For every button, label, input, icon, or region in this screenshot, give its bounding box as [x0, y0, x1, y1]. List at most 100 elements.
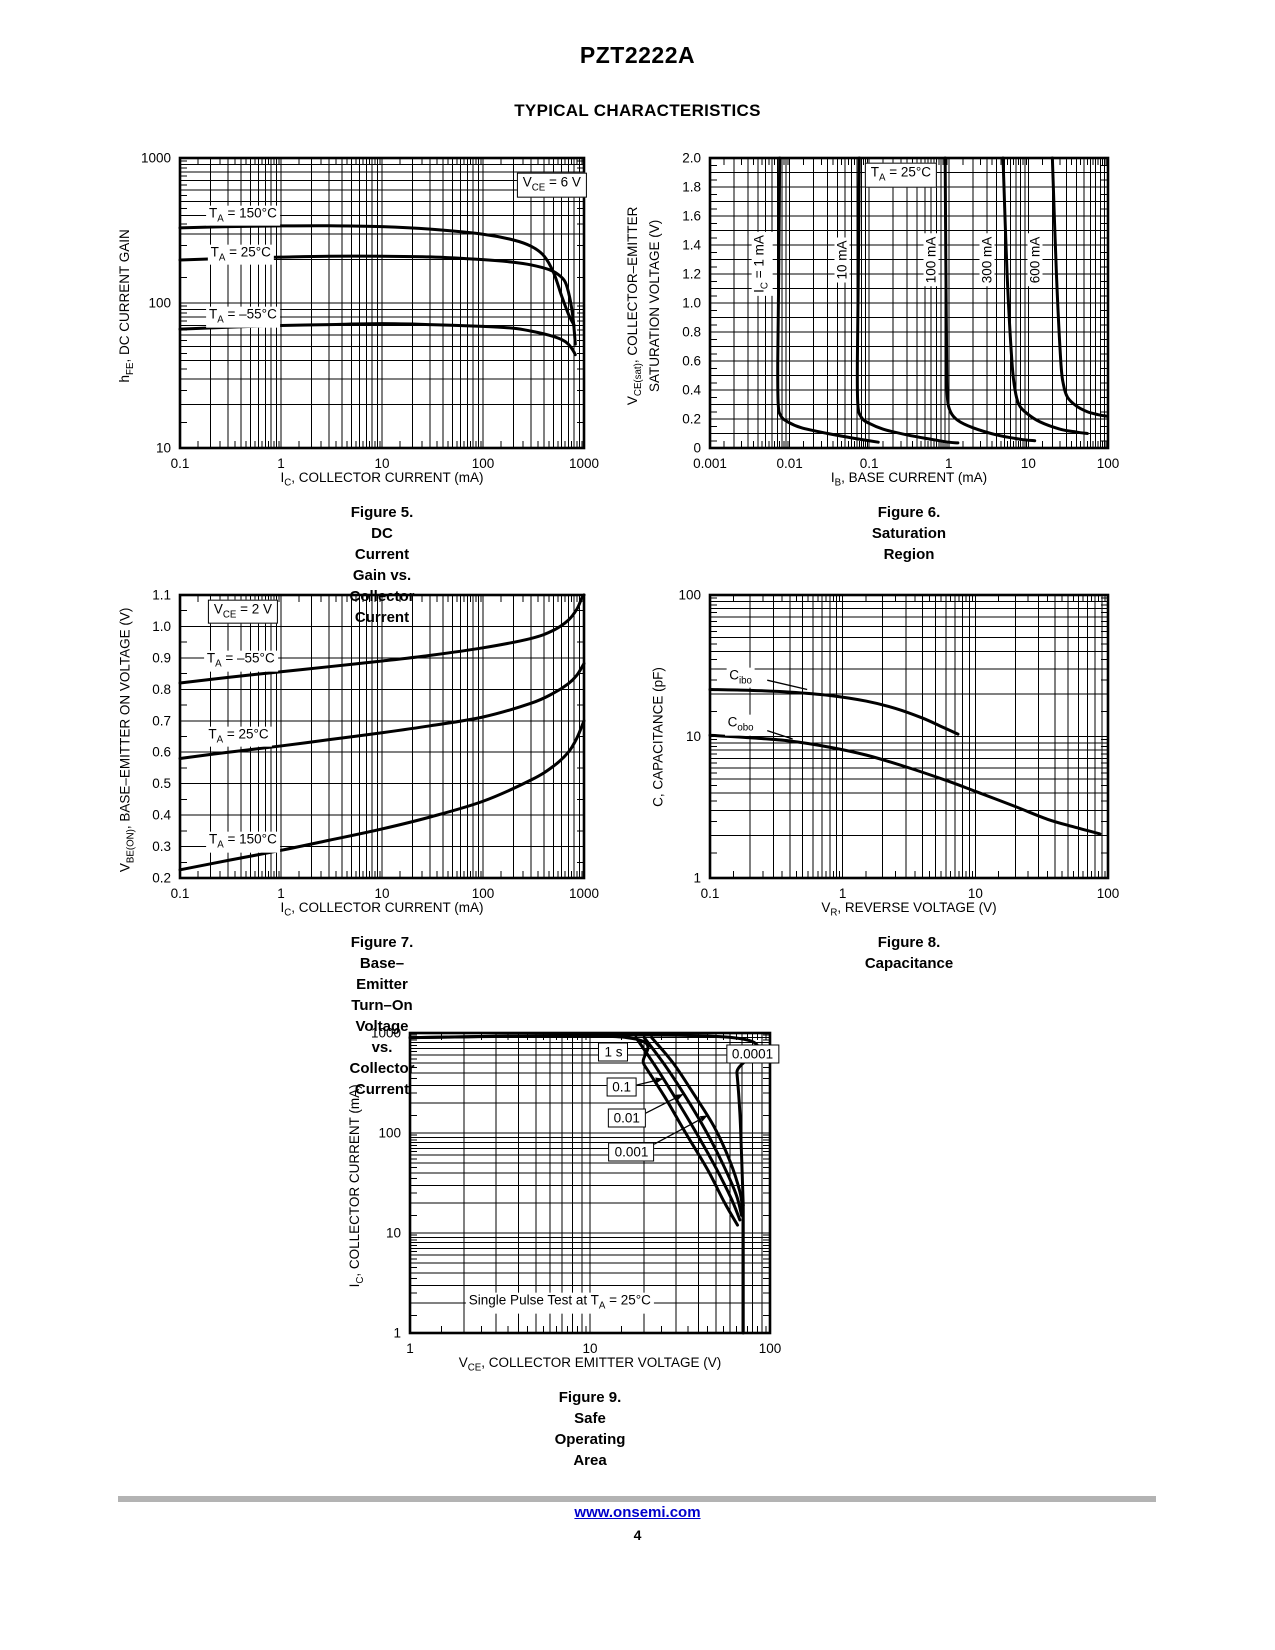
y-tick-label: 0.6 [152, 745, 171, 760]
plot-annotation-single-pulse-note: Single Pulse Test at TA = 25°C [465, 1292, 654, 1314]
figure-caption: Figure 9. Safe Operating Area [554, 1389, 626, 1469]
plot-annotation-pulse-0p0001s-label: 0.0001 [725, 1044, 780, 1064]
page-number: 4 [633, 1527, 642, 1543]
x-tick-label: 1 [277, 456, 285, 471]
x-tick-label: 1 [406, 1341, 414, 1356]
y-tick-label: 0.7 [152, 713, 171, 728]
arrowhead-icon [675, 1094, 684, 1101]
plot-annotation-ic-10ma-label: 10 mA [834, 236, 850, 283]
plot-annotation-ic-1ma-label: IC = 1 mA [751, 231, 773, 296]
series-ic-1ma [776, 156, 880, 444]
x-axis-label: VCE, COLLECTOR EMITTER VOLTAGE (V) [458, 1355, 722, 1374]
y-tick-label: 100 [148, 296, 171, 311]
x-tick-label: 1 [839, 886, 847, 901]
y-tick-label: 0 [693, 441, 701, 456]
y-tick-label: 0.5 [152, 776, 171, 791]
series-ta-minus55c [178, 322, 577, 357]
y-tick-label: 1.8 [682, 180, 701, 195]
series-ta-25c [178, 662, 586, 761]
series-cobo [708, 733, 1102, 836]
x-tick-label: 1000 [569, 456, 599, 471]
plot-canvas: 0.001 0.01 0.1 1 10 100 0 0.2 0.4 0.6 0.8 1.0 1.2 1.4… [682, 151, 1120, 472]
series-pulse-0p01s [642, 1036, 744, 1217]
x-tick-label: 1 [945, 456, 953, 471]
x-axis-label: IB, BASE CURRENT (mA) [830, 470, 988, 489]
arrowhead-icon [699, 1115, 708, 1122]
plot-annotation-vce-condition: VCE = 2 V [207, 599, 279, 624]
footer-divider [118, 1496, 1156, 1502]
x-axis-label: IC, COLLECTOR CURRENT (mA) [280, 900, 484, 919]
onsemi-link[interactable]: www.onsemi.com [574, 1504, 701, 1521]
y-tick-label: 1.4 [682, 238, 701, 253]
y-tick-label: 1000 [141, 151, 171, 166]
x-tick-label: 0.01 [776, 456, 802, 471]
y-tick-label: 1000 [371, 1026, 401, 1041]
x-tick-label: 1 [277, 886, 285, 901]
x-tick-label: 10 [374, 886, 389, 901]
x-tick-label: 1000 [569, 886, 599, 901]
x-axis-label: VR, REVERSE VOLTAGE (V) [821, 900, 997, 919]
x-tick-label: 100 [1097, 456, 1120, 471]
plot-annotation-pulse-0p01s-label: 0.01 [607, 1108, 646, 1128]
y-tick-label: 1 [393, 1326, 401, 1341]
x-tick-label: 0.1 [860, 456, 879, 471]
x-tick-label: 0.1 [701, 886, 720, 901]
series-ic-10ma [855, 156, 960, 445]
plot-annotation-ta-150c-label: TA = 150°C [206, 831, 280, 853]
y-tick-label: 0.3 [152, 839, 171, 854]
series-ic-600ma [1050, 156, 1108, 418]
plot-annotation-ta-25c-label: TA = 25°C [207, 244, 274, 266]
series-pulse-0p001s [650, 1036, 745, 1212]
plot-annotation-vce-condition: VCE = 6 V [516, 172, 587, 198]
plot-annotation-cibo-label: Cibo [726, 667, 755, 689]
y-tick-label: 0.2 [152, 871, 171, 886]
plot-annotation-pulse-0p001s-label: 0.001 [608, 1142, 655, 1162]
plot-annotation-ta-minus55c-label: TA = –55°C [203, 650, 278, 672]
x-tick-label: 10 [968, 886, 983, 901]
x-tick-label: 100 [759, 1341, 782, 1356]
y-tick-label: 0.4 [682, 383, 701, 398]
series-ic-100ma [943, 156, 1037, 443]
plot-annotation-ta-150c-label: TA = 150°C [206, 205, 280, 227]
y-tick-label: 0.4 [152, 808, 171, 823]
x-tick-label: 100 [472, 886, 495, 901]
series-ta-minus55c [178, 593, 586, 685]
figure-caption: Figure 8. Capacitance [864, 934, 954, 972]
series-pulse-0p0001s [408, 1033, 760, 1207]
y-tick-label: 100 [678, 588, 701, 603]
page-title: PZT2222A [579, 42, 696, 68]
plot-annotation-ta-25c-label: TA = 25°C [205, 726, 272, 747]
plot-canvas: 0.1 1 10 100 1000 0.2 0.3 0.4 0.5 0.6 0.7 0.8 0.9 1.0… [152, 588, 599, 902]
y-tick-label: 10 [686, 729, 701, 744]
section-title: TYPICAL CHARACTERISTICS [514, 101, 761, 120]
series-pulse-0p1s [634, 1036, 742, 1222]
plot-annotation-ic-300ma-label: 300 mA [979, 233, 995, 286]
y-tick-label: 1.6 [682, 209, 701, 224]
plot-annotation-cobo-label: Cobo [724, 714, 757, 736]
y-tick-label: 1.0 [152, 619, 171, 634]
plot-annotation-pulse-0p1s-label: 0.1 [606, 1077, 638, 1097]
y-tick-label: 1.2 [682, 267, 701, 282]
y-tick-label: 1.0 [682, 296, 701, 311]
y-tick-label: 1 [693, 871, 701, 886]
plot-annotation-ta-condition: TA = 25°C [864, 163, 938, 188]
plot-annotation-ic-100ma-label: 100 mA [923, 233, 939, 286]
y-tick-label: 2.0 [682, 151, 701, 166]
y-tick-label: 10 [386, 1226, 401, 1241]
y-tick-label: 10 [156, 441, 171, 456]
x-tick-label: 10 [1021, 456, 1036, 471]
x-tick-label: 100 [1097, 886, 1120, 901]
series-cibo [708, 687, 960, 736]
y-tick-label: 0.9 [152, 650, 171, 665]
figure-caption: Figure 7. Base–Emitter Turn–On Voltage v… [349, 934, 415, 1098]
x-tick-label: 0.001 [693, 456, 727, 471]
y-tick-label: 100 [378, 1126, 401, 1141]
arrowhead-icon [655, 1077, 664, 1084]
plot-annotation-ic-600ma-label: 600 mA [1027, 233, 1043, 286]
x-axis-label: IC, COLLECTOR CURRENT (mA) [280, 470, 484, 489]
plot-canvas: 1 10 100 1 10 100 1000 [371, 1026, 782, 1357]
y-tick-label: 0.2 [682, 412, 701, 427]
y-tick-label: 0.6 [682, 354, 701, 369]
plot-annotation-ta-minus55c-label: TA = –55°C [206, 306, 280, 328]
